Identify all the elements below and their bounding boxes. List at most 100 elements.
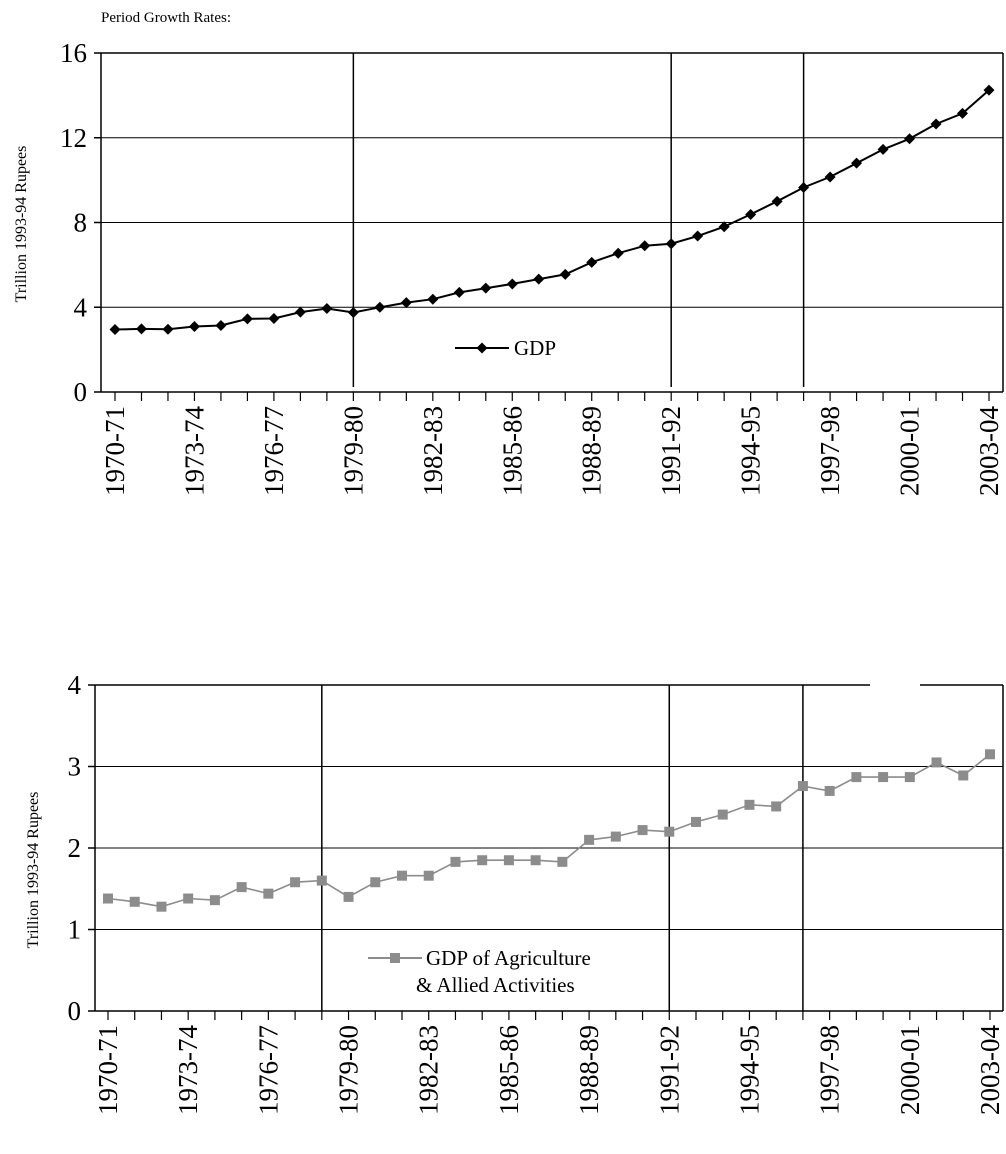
gdp-y-tick-label: 12 (60, 123, 87, 153)
agri-y-tick-label: 4 (68, 670, 82, 700)
gdp-legend: GDP (455, 336, 556, 360)
gdp-data-point (215, 319, 227, 331)
agri-data-point (664, 826, 675, 837)
gdp-data-point (824, 171, 836, 183)
agri-legend-marker (390, 953, 400, 963)
gdp-x-tick-label: 2000-01 (895, 406, 925, 496)
agri-data-point (450, 856, 461, 867)
period-growth-rates-note: Period Growth Rates: (101, 10, 231, 26)
agri-data-point (744, 799, 755, 810)
agri-grid (95, 766, 1003, 930)
agri-y-tick-label: 0 (68, 996, 82, 1026)
agri-data-point (397, 870, 407, 881)
gdp-data-point (347, 307, 359, 319)
agri-x-tick-label: 1982-83 (414, 1025, 444, 1115)
agri-x-tick-label: 1985-86 (494, 1025, 524, 1115)
gdp-x-tick-label: 1976-77 (259, 406, 289, 496)
gdp-data-point (162, 323, 174, 335)
gdp-data-point (533, 273, 545, 285)
gdp-data-point (453, 286, 465, 298)
agri-data-point (103, 893, 113, 904)
gdp-data-point (771, 195, 783, 207)
agri-x-tick-label: 2000-01 (895, 1025, 925, 1115)
gdp-data-point (851, 157, 863, 169)
agri-data-point (316, 875, 327, 886)
gdp-data-point (135, 323, 147, 335)
gdp-data-point (480, 282, 492, 294)
gdp-y-tick-label: 0 (74, 377, 88, 407)
gdp-y-tick-label: 4 (74, 292, 88, 322)
gdp-data-point (321, 303, 333, 315)
agri-data-point (985, 749, 995, 760)
gdp-x-tick-label: 1994-95 (736, 406, 766, 496)
gdp-data-point (294, 306, 306, 318)
agri-x-tick-label: 1973-74 (173, 1025, 203, 1115)
agri-data-point (691, 816, 701, 827)
agri-y-axis-label: Trillion 1993-94 Rupees (25, 792, 42, 949)
agri-x-tick-label: 1988-89 (574, 1025, 604, 1115)
agri-data-point (503, 855, 514, 866)
gdp-data-point (374, 301, 386, 313)
gdp-data-point (692, 230, 704, 242)
gdp-legend-marker (476, 342, 488, 354)
agri-data-point (824, 785, 835, 796)
agri-data-point (236, 882, 247, 893)
agri-data-point (931, 757, 942, 768)
gdp-data-point (109, 323, 121, 335)
gdp-x-tick-label: 1970-71 (100, 406, 130, 496)
agri-data-point (797, 781, 808, 792)
gdp-data-point (586, 256, 598, 268)
agri-data-point (477, 855, 488, 866)
agri-data-point (717, 809, 728, 820)
gdp-data-point (427, 293, 439, 305)
gdp-axis-ticks: 0 4 8 12 16 1970-71 1973-74 1976-77 1979-80 1982-… (60, 38, 1004, 496)
gdp-data-point (639, 240, 651, 252)
agri-x-tick-label: 1970-71 (93, 1025, 123, 1115)
agri-data-point (530, 855, 541, 866)
gdp-data-point (268, 312, 280, 324)
gdp-x-tick-label: 1982-83 (418, 406, 448, 496)
agri-data-point (263, 888, 274, 899)
gdp-legend-label: GDP (514, 336, 556, 360)
gdp-x-tick-label: 1985-86 (497, 406, 527, 496)
agri-data-point (958, 770, 969, 781)
gdp-data-point (718, 221, 730, 233)
gdp-data-point (930, 118, 942, 130)
gdp-data-point (798, 182, 810, 194)
agri-data-point (290, 877, 301, 888)
gdp-grid (101, 137, 1003, 308)
gdp-data-point (400, 297, 412, 309)
agri-data-point (878, 772, 889, 783)
gdp-data-point (877, 143, 889, 155)
agri-frame (88, 684, 1004, 1012)
gdp-data-point (188, 321, 200, 333)
agri-series (103, 749, 995, 912)
gdp-data-point (983, 84, 995, 96)
agri-data-point (584, 834, 595, 845)
agri-y-tick-label: 2 (68, 833, 82, 863)
agri-data-point (129, 896, 140, 907)
agri-data-point (423, 870, 434, 881)
agri-data-point (610, 831, 621, 842)
agri-period-breaks (321, 685, 804, 1011)
agri-data-point (771, 801, 782, 812)
agri-x-tick-label: 1994-95 (734, 1025, 764, 1115)
gdp-data-point (745, 208, 757, 220)
gdp-x-tick-label: 1997-98 (815, 406, 845, 496)
agri-x-tick-label: 1997-98 (815, 1025, 845, 1115)
gdp-frame (94, 52, 1004, 393)
gdp-data-point (665, 238, 677, 250)
agri-series-line (107, 753, 991, 908)
gdp-series (109, 84, 995, 335)
gdp-x-tick-label: 1979-80 (338, 406, 368, 496)
gdp-x-tick-label: 2003-04 (974, 406, 1004, 496)
agri-legend-label-line2: & Allied Activities (416, 973, 575, 997)
gdp-data-point (904, 133, 916, 145)
agri-y-tick-label: 1 (68, 915, 82, 945)
agri-data-point (557, 856, 568, 867)
agri-data-point (343, 891, 354, 902)
gdp-x-tick-label: 1988-89 (577, 406, 607, 496)
